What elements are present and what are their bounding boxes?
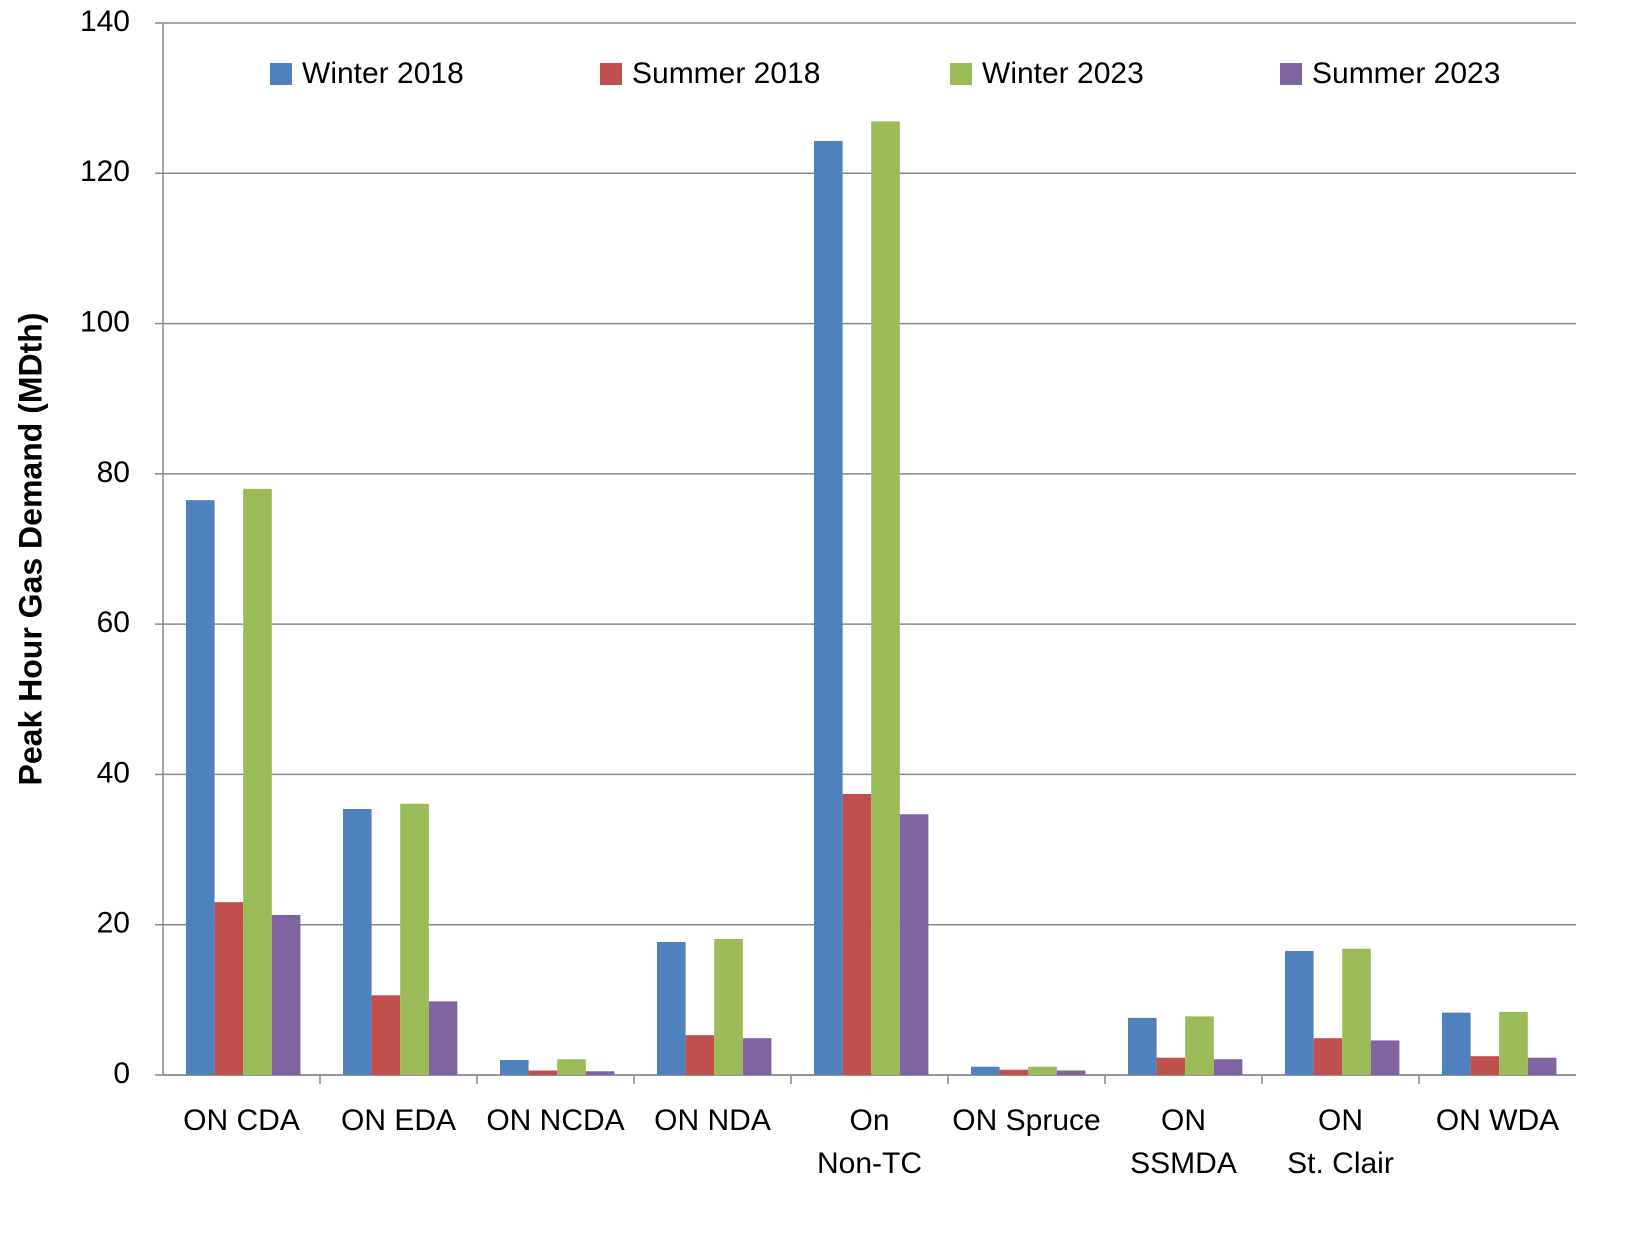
x-tick-label: ON — [1318, 1104, 1363, 1137]
legend-swatch — [270, 63, 292, 85]
legend-label: Summer 2018 — [632, 57, 820, 90]
bar — [243, 488, 272, 1075]
bar — [1313, 1038, 1343, 1075]
bar — [842, 793, 872, 1075]
bar — [1213, 1059, 1243, 1075]
bar — [714, 938, 743, 1075]
bar — [1128, 1017, 1157, 1075]
bar — [742, 1038, 772, 1075]
bar — [1156, 1057, 1186, 1075]
y-tick-label: 0 — [113, 1057, 130, 1090]
bar — [1285, 951, 1314, 1075]
bar — [971, 1066, 1000, 1075]
y-tick-label: 80 — [97, 456, 130, 489]
y-tick-label: 140 — [80, 5, 130, 38]
legend-swatch — [600, 63, 622, 85]
bar — [1527, 1057, 1557, 1075]
bar — [1499, 1011, 1528, 1075]
bar — [528, 1070, 558, 1075]
bar — [1370, 1040, 1400, 1075]
x-tick-label: ON WDA — [1436, 1104, 1559, 1137]
bar — [428, 1001, 458, 1075]
bar — [1056, 1070, 1086, 1075]
legend-label: Winter 2018 — [302, 57, 464, 90]
bar — [186, 500, 215, 1076]
bar — [400, 803, 429, 1075]
x-tick-label: ON Spruce — [952, 1104, 1100, 1137]
bar — [999, 1069, 1029, 1075]
x-tick-label: ON CDA — [183, 1104, 300, 1137]
bar — [685, 1035, 715, 1075]
x-tick-label: St. Clair — [1287, 1147, 1394, 1180]
bar — [1028, 1066, 1057, 1075]
bar — [585, 1071, 615, 1075]
bar — [557, 1059, 586, 1075]
legend-swatch — [1280, 63, 1302, 85]
x-tick-label: ON — [1161, 1104, 1206, 1137]
x-tick-label: On — [849, 1104, 889, 1137]
legend-label: Winter 2023 — [982, 57, 1144, 90]
bar — [899, 814, 929, 1075]
bar — [271, 914, 301, 1075]
bar — [1470, 1056, 1500, 1075]
bar — [871, 121, 900, 1076]
y-tick-label: 60 — [97, 606, 130, 639]
bar — [1342, 948, 1371, 1075]
legend-swatch — [950, 63, 972, 85]
bar — [1442, 1012, 1471, 1075]
bar — [814, 140, 843, 1075]
x-tick-label: SSMDA — [1130, 1147, 1237, 1180]
bar — [371, 995, 401, 1075]
y-tick-label: 20 — [97, 907, 130, 940]
bar — [214, 902, 244, 1075]
bar — [1185, 1016, 1214, 1075]
y-tick-label: 100 — [80, 305, 130, 338]
x-tick-label: ON EDA — [341, 1104, 456, 1137]
x-tick-label: ON NDA — [654, 1104, 771, 1137]
y-tick-label: 120 — [80, 155, 130, 188]
x-tick-label: ON NCDA — [486, 1104, 624, 1137]
bar — [343, 808, 372, 1075]
bar — [657, 941, 686, 1075]
legend-label: Summer 2023 — [1312, 57, 1500, 90]
y-axis-label: Peak Hour Gas Demand (MDth) — [12, 313, 48, 786]
x-tick-label: Non-TC — [817, 1147, 922, 1180]
bar — [500, 1059, 529, 1075]
y-tick-label: 40 — [97, 756, 130, 789]
